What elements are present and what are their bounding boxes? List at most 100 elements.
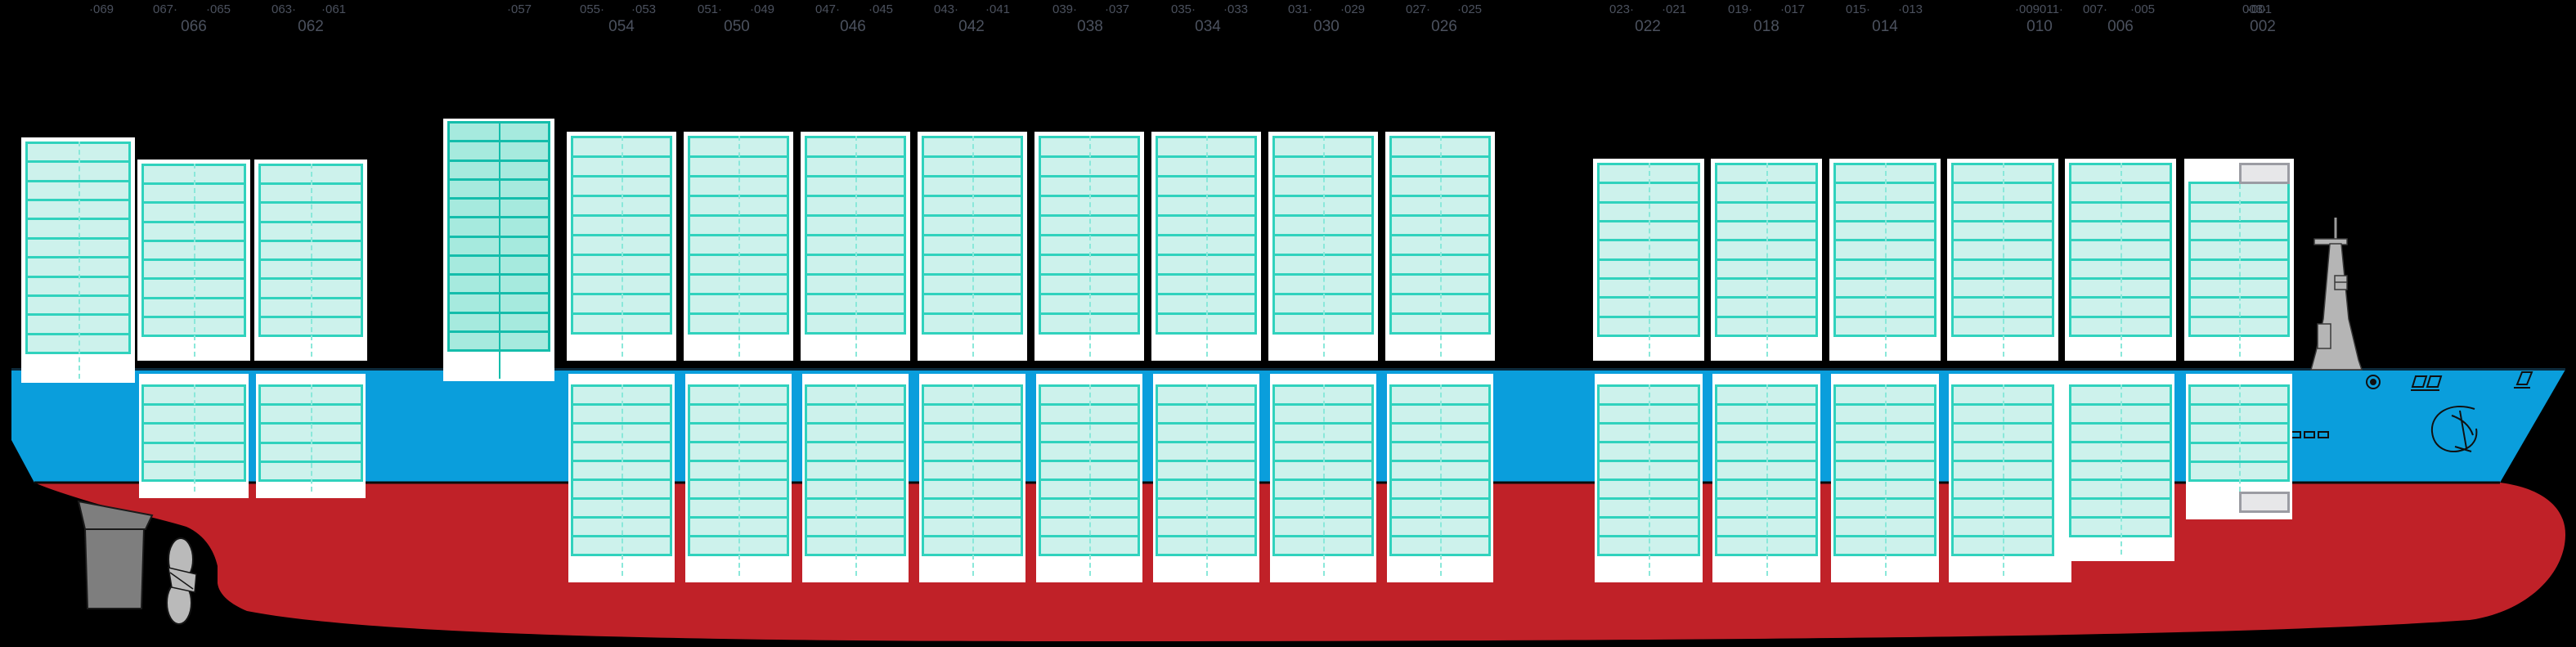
bow-details — [2289, 371, 2533, 452]
bay-sub-label-007: 007· — [2083, 2, 2108, 16]
twenty-foot-divider — [1089, 136, 1091, 357]
bay-sub-label-061: ·061 — [321, 2, 347, 16]
hold-bay-046[interactable] — [802, 374, 909, 582]
bay-sub-label-047: 047· — [815, 2, 841, 16]
hold-bay-042[interactable] — [919, 374, 1025, 582]
stack-bay-022[interactable] — [1593, 159, 1704, 361]
stack-bay-046[interactable] — [801, 132, 910, 361]
twenty-foot-divider — [1766, 163, 1768, 357]
bay-label-042: 042 — [958, 18, 985, 35]
hold-bay-050[interactable] — [685, 374, 792, 582]
bay-sub-label-053: ·053 — [631, 2, 657, 16]
hold-bay-054[interactable] — [568, 374, 675, 582]
propeller — [166, 537, 197, 625]
stack-bay-069[interactable] — [21, 137, 135, 383]
twenty-foot-divider — [2120, 384, 2122, 555]
bay-label-010: 010 — [2026, 18, 2053, 35]
stack-bay-superstructure[interactable] — [443, 119, 554, 381]
bay-sub-label-005: ·005 — [2130, 2, 2156, 16]
stack-bay-010[interactable] — [1947, 159, 2058, 361]
hawse-circle — [2366, 375, 2381, 389]
stack-bay-014[interactable] — [1829, 159, 1941, 361]
bay-sub-label-063: 063· — [272, 2, 297, 16]
bay-label-030: 030 — [1313, 18, 1340, 35]
bay-label-050: 050 — [724, 18, 750, 35]
stack-bay-030[interactable] — [1268, 132, 1378, 361]
stack-bay-054[interactable] — [567, 132, 676, 361]
hold-bay-022[interactable] — [1595, 374, 1703, 582]
foremast — [2310, 218, 2363, 371]
twenty-foot-divider — [2239, 384, 2241, 492]
bay-label-026: 026 — [1431, 18, 1457, 35]
hold-bay-038[interactable] — [1036, 374, 1142, 582]
stack-bay-006[interactable] — [2065, 159, 2176, 361]
stack-bay-018[interactable] — [1711, 159, 1822, 361]
bay-sub-label-019: 019· — [1728, 2, 1753, 16]
hold-bay-034[interactable] — [1153, 374, 1259, 582]
twenty-foot-divider — [1206, 136, 1208, 357]
bay-label-006: 006 — [2107, 18, 2134, 35]
bay-label-018: 018 — [1753, 18, 1779, 35]
hold-bay-018[interactable] — [1712, 374, 1820, 582]
twenty-foot-divider — [1766, 384, 1768, 576]
anchor-mark — [2430, 405, 2478, 452]
hold-bay-026[interactable] — [1387, 374, 1493, 582]
bay-sub-label-001: ·001 — [2247, 2, 2273, 16]
bay-label-022: 022 — [1635, 18, 1661, 35]
twenty-foot-divider — [194, 164, 195, 357]
twenty-foot-divider — [1649, 163, 1650, 357]
stack-bay-066[interactable] — [137, 160, 250, 361]
deck-edge-line — [11, 368, 2565, 371]
bay-label-054: 054 — [608, 18, 635, 35]
twenty-foot-divider — [78, 142, 80, 379]
bay-sub-label-013: ·013 — [1898, 2, 1923, 16]
bay-sub-label-043: 043· — [934, 2, 959, 16]
bay-label-002: 002 — [2250, 18, 2276, 35]
hold-bay-002[interactable] — [2186, 374, 2292, 519]
stack-bay-026[interactable] — [1385, 132, 1495, 361]
bay-sub-label-027: 027· — [1406, 2, 1431, 16]
bay-sub-label-009: ·009 — [2015, 2, 2040, 16]
twenty-foot-divider — [499, 121, 500, 379]
bay-label-066: 066 — [181, 18, 207, 35]
hold-bay-066[interactable] — [139, 374, 249, 498]
hold-bay-014[interactable] — [1831, 374, 1939, 582]
stack-bay-050[interactable] — [684, 132, 793, 361]
twenty-foot-divider — [738, 384, 740, 576]
hold-bay-030[interactable] — [1270, 374, 1376, 582]
stack-bay-038[interactable] — [1034, 132, 1144, 361]
bay-sub-label-065: ·065 — [206, 2, 231, 16]
draft-marks — [2289, 431, 2329, 438]
stack-bay-034[interactable] — [1151, 132, 1261, 361]
bay-number-labels: ·069 067· ·065 063· ·061 ·057 055· ·053 051· ·049… — [0, 0, 2576, 41]
twenty-foot-divider — [1440, 136, 1442, 357]
twenty-foot-divider — [1440, 384, 1442, 576]
stack-bay-042[interactable] — [918, 132, 1027, 361]
hold-bay-062[interactable] — [256, 374, 366, 498]
bay-sub-label-015: 015· — [1846, 2, 1871, 16]
twenty-foot-divider — [2003, 384, 2004, 576]
twenty-foot-divider — [1323, 384, 1325, 576]
bay-sub-label-049: ·049 — [750, 2, 775, 16]
bay-sub-label-033: ·033 — [1223, 2, 1249, 16]
bay-sub-label-011: 011· — [2040, 2, 2063, 16]
bridge-windows — [2411, 375, 2443, 388]
bay-sub-label-055: 055· — [580, 2, 605, 16]
hold-bay-010[interactable] — [1949, 374, 2071, 582]
bay-sub-label-041: ·041 — [985, 2, 1011, 16]
stack-bay-062[interactable] — [254, 160, 367, 361]
bay-sub-label-067: 067· — [153, 2, 178, 16]
twenty-foot-divider — [855, 136, 857, 357]
stack-bay-002[interactable] — [2184, 159, 2294, 361]
bay-sub-label-039: 039· — [1052, 2, 1078, 16]
twenty-foot-divider — [1649, 384, 1650, 576]
twenty-foot-divider — [1885, 163, 1887, 357]
twenty-foot-divider — [194, 384, 195, 492]
blocked-cell — [2239, 163, 2290, 185]
twenty-foot-divider — [622, 136, 623, 357]
hold-bay-006[interactable] — [2067, 374, 2174, 561]
bay-sub-label-051: 051· — [698, 2, 723, 16]
twenty-foot-divider — [311, 384, 312, 492]
